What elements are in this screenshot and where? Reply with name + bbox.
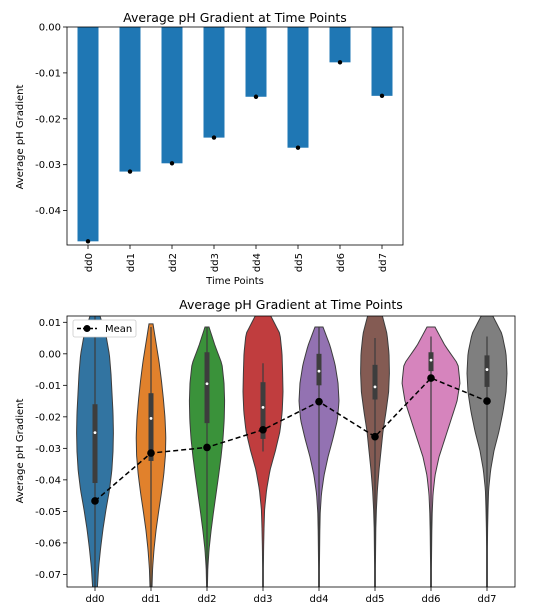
median-dd0 xyxy=(93,431,97,434)
x-tick-label-dd6: dd6 xyxy=(336,253,347,272)
x-tick-label-dd1: dd1 xyxy=(126,253,137,272)
x-tick-label-dd0: dd0 xyxy=(84,253,95,272)
mean-point-dd2 xyxy=(203,443,211,452)
y-tick-label: -0.01 xyxy=(35,381,61,392)
x-tick-label-dd4: dd4 xyxy=(252,253,263,272)
mean-point-dd5 xyxy=(371,432,379,441)
iqr-box-dd7 xyxy=(484,355,490,387)
bar-marker-dd2 xyxy=(169,161,175,166)
bar-dd5 xyxy=(287,27,309,148)
bar-marker-dd5 xyxy=(295,145,301,150)
bar-dd7 xyxy=(371,27,393,96)
median-dd2 xyxy=(205,382,209,386)
median-dd4 xyxy=(317,369,321,373)
iqr-box-dd3 xyxy=(260,382,266,439)
x-tick-label-dd7: dd7 xyxy=(378,253,389,272)
y-tick-label: -0.01 xyxy=(35,68,61,79)
mean-point-dd4 xyxy=(315,397,323,406)
y-tick-label: -0.02 xyxy=(35,412,61,423)
x-tick-label-dd3: dd3 xyxy=(253,594,272,605)
y-tick-label: -0.03 xyxy=(35,160,61,171)
y-tick-label: -0.02 xyxy=(35,114,61,125)
violin-bodies xyxy=(76,316,508,587)
bar-chart-ylabel: Average pH Gradient xyxy=(15,85,26,190)
iqr-box-dd2 xyxy=(204,352,210,424)
median-dd6 xyxy=(429,358,433,362)
bar-marker-dd6 xyxy=(337,60,343,65)
bar-dd4 xyxy=(245,27,267,97)
violin-chart-ylabel: Average pH Gradient xyxy=(15,399,26,504)
legend: Mean xyxy=(72,319,137,338)
bar-marker-dd3 xyxy=(211,135,217,140)
bar-dd2 xyxy=(161,27,183,164)
median-dd5 xyxy=(373,385,377,389)
x-tick-label-dd1: dd1 xyxy=(141,594,160,605)
x-tick-label-dd5: dd5 xyxy=(365,594,384,605)
x-tick-label-dd2: dd2 xyxy=(168,253,179,272)
bar-dd1 xyxy=(119,27,141,172)
bar-marker-dd7 xyxy=(379,93,385,99)
y-tick-label: -0.07 xyxy=(35,570,61,581)
mean-point-dd0 xyxy=(91,497,99,505)
bar-chart: Average pH Gradient at Time Points Avera… xyxy=(15,10,404,287)
bar-dd3 xyxy=(203,27,225,138)
y-tick-label: 0.00 xyxy=(39,23,61,34)
mean-point-dd7 xyxy=(483,397,491,405)
x-tick-label-dd3: dd3 xyxy=(210,253,221,272)
legend-marker xyxy=(83,325,91,332)
x-tick-label-dd6: dd6 xyxy=(421,594,440,605)
bar-dd6 xyxy=(329,27,351,63)
mean-point-dd1 xyxy=(147,449,155,457)
mean-point-dd3 xyxy=(259,425,267,434)
mean-point-dd6 xyxy=(427,374,435,382)
mean-line xyxy=(94,377,488,502)
iqr-box-dd0 xyxy=(92,404,98,484)
violin-chart-title: Average pH Gradient at Time Points xyxy=(179,297,403,312)
x-tick-label-dd4: dd4 xyxy=(309,594,328,605)
y-tick-label: -0.06 xyxy=(35,538,61,549)
bar-marker-dd4 xyxy=(253,94,259,99)
y-tick-label: 0.01 xyxy=(39,318,61,329)
bar-plot-area: dd0 dd1 dd2 dd3 dd4 dd5 dd6 dd7 0.00 -0.01 -0.02 -0… xyxy=(35,23,404,272)
x-tick-label-dd0: dd0 xyxy=(85,594,104,605)
median-dd3 xyxy=(261,405,265,409)
median-dd7 xyxy=(485,368,489,371)
y-tick-label: -0.04 xyxy=(35,475,61,486)
x-tick-label-dd2: dd2 xyxy=(197,594,216,605)
y-tick-label: -0.04 xyxy=(35,206,61,217)
legend-label-mean: Mean xyxy=(105,324,132,335)
y-tick-label: -0.03 xyxy=(35,444,61,455)
bar-chart-xlabel: Time Points xyxy=(205,276,264,287)
x-tick-label-dd5: dd5 xyxy=(294,253,305,272)
iqr-box-dd5 xyxy=(372,364,378,400)
legend-box xyxy=(72,319,137,338)
bar-dd0 xyxy=(77,27,99,242)
y-tick-label: 0.00 xyxy=(39,349,61,360)
iqr-box-dd1 xyxy=(148,393,154,461)
bar-marker-dd1 xyxy=(127,169,133,174)
iqr-box-dd4 xyxy=(316,353,322,386)
bar-plot-frame xyxy=(66,26,404,246)
bar-marker-dd0 xyxy=(85,239,91,244)
violin-chart: Average pH Gradient at Time Points Avera… xyxy=(15,297,516,605)
violin-plot-frame xyxy=(66,315,516,588)
x-tick-label-dd7: dd7 xyxy=(477,594,496,605)
y-tick-label: -0.05 xyxy=(35,507,61,518)
violin-plot-area: dd0 dd1 dd2 dd3 dd4 dd5 dd6 dd7 0.01 0.00 -0.01 -0.… xyxy=(35,315,516,605)
median-dd1 xyxy=(149,417,153,420)
iqr-box-dd6 xyxy=(428,352,434,372)
bar-chart-title: Average pH Gradient at Time Points xyxy=(123,10,347,25)
